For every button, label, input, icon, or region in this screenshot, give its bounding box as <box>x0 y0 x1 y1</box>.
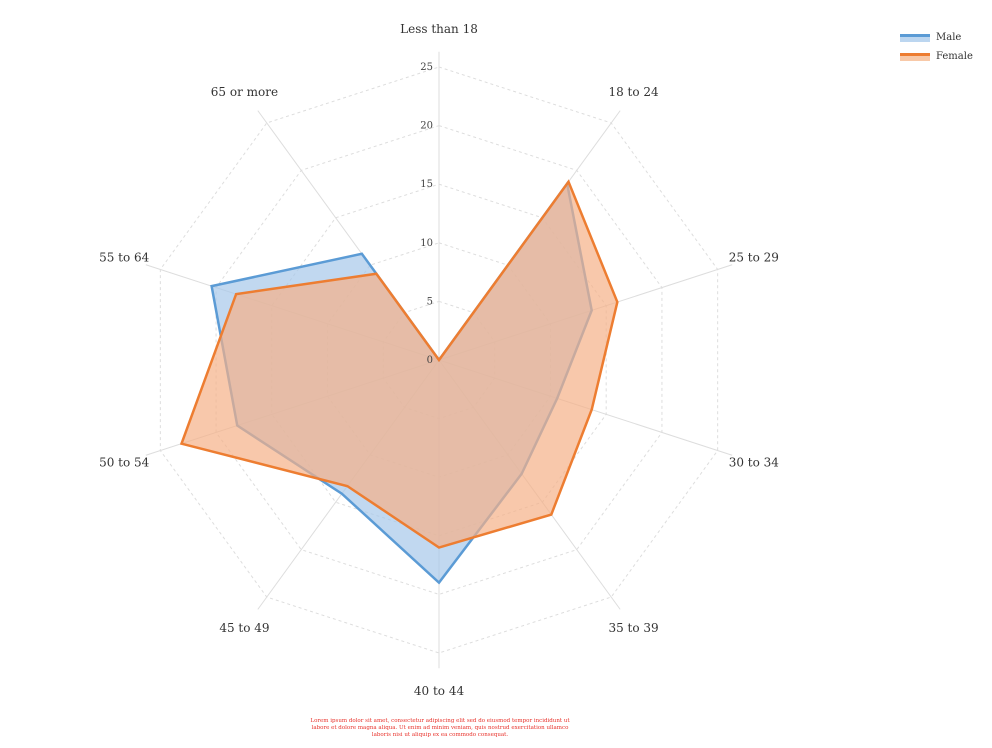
category-label: 30 to 34 <box>729 455 780 469</box>
legend-label-male: Male <box>936 32 962 43</box>
radial-tick-label: 5 <box>427 296 433 307</box>
grid-ring <box>159 66 719 654</box>
legend-item-male[interactable]: Male <box>900 28 973 47</box>
radial-tick-label: 10 <box>420 238 433 249</box>
category-label: 18 to 24 <box>608 85 659 99</box>
radial-tick-label: 15 <box>420 179 433 190</box>
legend-swatch-female <box>900 52 930 61</box>
category-label: 40 to 44 <box>414 684 465 698</box>
category-label: 35 to 39 <box>608 621 658 635</box>
grid-ring <box>215 125 663 595</box>
series-area-female <box>179 179 619 549</box>
radial-tick-label: 0 <box>427 355 433 366</box>
category-label: Less than 18 <box>400 22 478 36</box>
radial-tick-label: 20 <box>420 121 433 132</box>
category-label: 25 to 29 <box>729 251 779 265</box>
legend-swatch-male <box>900 33 930 42</box>
category-label: 55 to 64 <box>99 251 150 265</box>
category-label: 45 to 49 <box>219 621 269 635</box>
category-label: 50 to 54 <box>99 455 150 469</box>
legend: Male Female <box>900 28 973 66</box>
legend-label-female: Female <box>936 51 973 62</box>
footnote: Lorem ipsum dolor sit amet, consectetur … <box>310 718 570 738</box>
legend-item-female[interactable]: Female <box>900 47 973 66</box>
radial-tick-label: 25 <box>420 62 433 73</box>
category-label: 65 or more <box>211 85 278 99</box>
